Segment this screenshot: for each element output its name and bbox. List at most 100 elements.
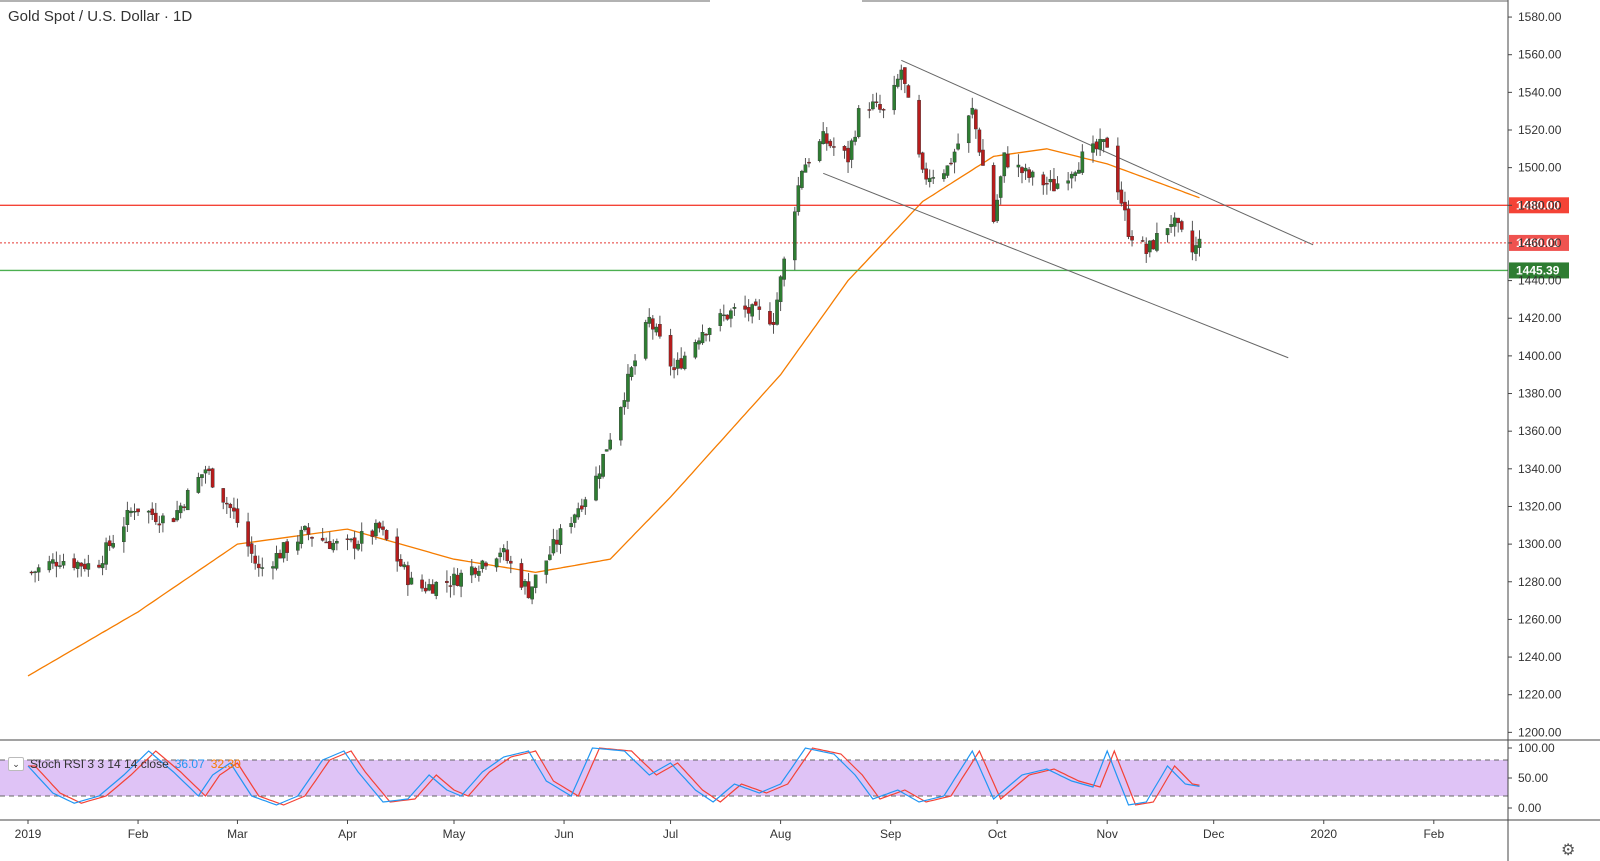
candle-body [434,581,439,596]
candle-body [672,367,676,371]
gear-icon[interactable]: ⚙ [1561,842,1576,859]
candle-body [1172,217,1177,227]
candle-body [1123,201,1127,211]
candle-body [33,571,37,573]
y-tick-label: 1560.00 [1518,48,1562,62]
x-tick-label: Aug [770,827,791,841]
candle-body [377,522,382,529]
stoch-band-fill [0,760,1508,796]
candle-body [576,508,581,518]
collapse-toggle-icon[interactable]: ⌄ [8,757,24,771]
candle-body [157,523,162,526]
candle-body [750,304,754,317]
candle-body [1023,167,1028,172]
candle-body [693,342,698,358]
candle-body [853,136,857,142]
candle-body [1119,189,1124,204]
candle-body [519,563,524,588]
candle-body [29,571,34,574]
candle-body [1094,141,1099,150]
candle-body [97,564,101,568]
moving-average [27,148,1200,677]
candle-body [210,468,215,488]
candle-body [260,567,265,569]
candle-body [445,580,449,583]
candle-body [782,258,786,280]
candle-body [1105,137,1109,148]
y-tick-label: 1400.00 [1518,349,1562,363]
candle-body [1055,183,1060,189]
candle-body [1179,221,1184,230]
candle-body [523,581,527,587]
candle-body [1002,152,1007,177]
candle-body [484,562,488,567]
candle-body [207,468,211,471]
candle-body [196,477,201,493]
candle-body [310,536,314,539]
stoch-tick-label: 100.00 [1518,741,1555,755]
candle-body [679,358,683,369]
candle-body [61,561,66,566]
candle-body [555,539,559,545]
candle-body [79,562,84,567]
candle-body [1016,164,1021,168]
candle-body [228,503,233,509]
candle-body [892,84,896,111]
candle-body [842,146,847,151]
candle-body [1006,153,1010,168]
candle-body [303,525,307,530]
x-tick-label: Feb [1423,827,1444,841]
candle-body [626,373,630,402]
candle-body [548,554,552,560]
horizontal-levels: 1480.00 1460.01 1445.39 [0,197,1569,279]
candle-body [796,185,801,212]
candle-body [906,85,911,98]
candle-body [356,543,360,550]
y-tick-label: 1340.00 [1518,462,1562,476]
candle-body [832,146,836,148]
candle-body [856,108,861,137]
stoch-k-line [27,747,1200,806]
candle-body [58,565,62,567]
candle-body [161,515,165,524]
candle-body [746,307,751,314]
candle-body [753,301,758,306]
x-tick-label: Dec [1203,827,1224,841]
level-label: 1480.00 [1516,198,1560,212]
candle-body [729,310,733,319]
candle-body [981,149,985,166]
candle-body [668,334,673,367]
candle-body [1197,238,1202,248]
candle-body [398,558,403,567]
candle-body [768,311,772,325]
candle-body [622,400,627,408]
y-tick-label: 1220.00 [1518,688,1562,702]
candle-body [82,563,87,570]
candle-body [604,449,609,452]
y-tick-label: 1460.00 [1518,236,1562,250]
x-tick-label: Feb [128,827,149,841]
candle-body [72,558,76,568]
y-tick-label: 1420.00 [1518,311,1562,325]
y-tick-label: 1320.00 [1518,499,1562,513]
candle-body [643,322,648,359]
candle-body [320,537,325,541]
stoch-k-value: 36.07 [174,757,205,771]
candle-body [1052,178,1056,192]
candle-body [974,109,978,130]
candle-body [253,555,258,564]
candle-body [572,514,577,523]
candle-body [821,131,825,145]
candle-body [1069,173,1074,179]
candle-body [807,161,811,164]
candle-body [51,559,55,564]
candle-body [1190,230,1195,253]
candle-body [278,552,282,559]
candle-body [136,508,140,513]
candles [29,64,1202,605]
candle-body [129,510,133,514]
candle-body [824,133,829,144]
candle-body [469,566,474,576]
stoch-tick-label: 50.00 [1518,771,1548,785]
